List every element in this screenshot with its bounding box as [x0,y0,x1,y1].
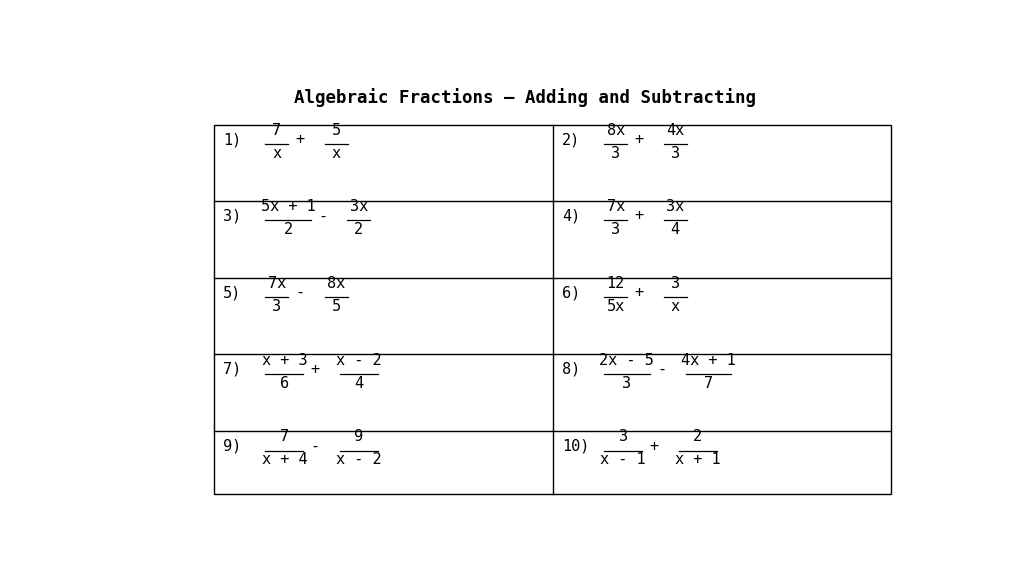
Text: x + 3: x + 3 [261,353,307,367]
Text: 9: 9 [354,429,364,444]
Text: 6: 6 [280,376,289,391]
Text: 3: 3 [272,299,282,314]
Text: 2x - 5: 2x - 5 [599,353,654,367]
Text: x + 4: x + 4 [261,452,307,467]
Text: +: + [635,132,644,147]
Text: 6): 6) [562,285,581,300]
Text: 3x: 3x [349,199,368,214]
Text: +: + [296,132,305,147]
Text: 4: 4 [671,222,680,237]
Text: 7x: 7x [606,199,625,214]
Text: x: x [272,146,282,161]
Text: 2): 2) [562,132,581,147]
Text: 8x: 8x [606,123,625,138]
Text: Algebraic Fractions – Adding and Subtracting: Algebraic Fractions – Adding and Subtrac… [294,89,756,108]
Text: 2: 2 [693,429,702,444]
Text: x - 2: x - 2 [336,353,382,367]
Text: 5): 5) [223,285,242,300]
Text: 4x: 4x [666,123,684,138]
Text: x: x [332,146,341,161]
Text: x: x [671,299,680,314]
Text: 8): 8) [562,362,581,377]
Text: 9): 9) [223,438,242,454]
Text: -: - [296,285,305,300]
Text: 7x: 7x [267,276,286,291]
Text: 5: 5 [332,299,341,314]
Text: -: - [310,438,319,454]
Text: 3: 3 [611,146,621,161]
Text: 5x: 5x [606,299,625,314]
Text: +: + [635,285,644,300]
Text: 1): 1) [223,132,242,147]
Text: 4x + 1: 4x + 1 [681,353,736,367]
Text: 3: 3 [623,376,632,391]
Text: -: - [318,209,327,223]
Text: 3: 3 [671,146,680,161]
Text: x - 1: x - 1 [600,452,646,467]
Text: x - 2: x - 2 [336,452,382,467]
Text: 2: 2 [284,222,293,237]
Text: x + 1: x + 1 [675,452,721,467]
Text: +: + [649,438,658,454]
Text: 4: 4 [354,376,364,391]
Text: 8x: 8x [328,276,345,291]
Text: 3: 3 [611,222,621,237]
Text: 10): 10) [562,438,590,454]
Text: 4): 4) [562,209,581,223]
Text: 3: 3 [671,276,680,291]
Text: 5: 5 [332,123,341,138]
Text: -: - [656,362,666,377]
Text: 12: 12 [606,276,625,291]
Text: 3x: 3x [666,199,684,214]
Bar [214,124,892,494]
Text: 7: 7 [272,123,282,138]
Text: 7): 7) [223,362,242,377]
Text: 3): 3) [223,209,242,223]
Text: 7: 7 [280,429,289,444]
Text: 5x + 1: 5x + 1 [261,199,315,214]
Text: +: + [635,209,644,223]
Text: 3: 3 [618,429,628,444]
Text: 7: 7 [705,376,714,391]
Text: 2: 2 [354,222,364,237]
Text: +: + [310,362,319,377]
